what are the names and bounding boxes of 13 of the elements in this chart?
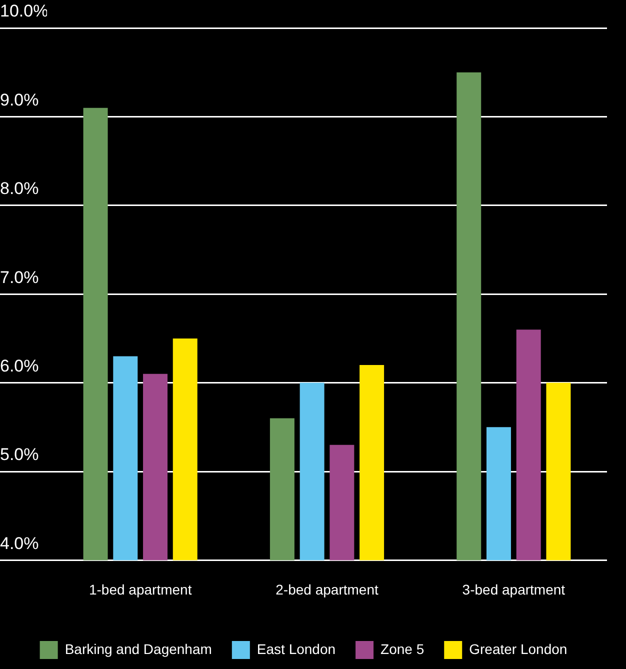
y-tick-label: 5.0% bbox=[0, 445, 39, 464]
y-tick-label: 4.0% bbox=[0, 534, 39, 553]
y-tick-label: 8.0% bbox=[0, 179, 39, 198]
y-tick-label: 9.0% bbox=[0, 90, 39, 110]
legend-label: Barking and Dagenham bbox=[64, 640, 212, 657]
x-tick-label: 1-bed apartment bbox=[88, 581, 192, 598]
legend-label: Zone 5 bbox=[380, 640, 424, 657]
x-tick-label: 2-bed apartment bbox=[276, 581, 378, 598]
legend-label: East London bbox=[256, 640, 336, 657]
y-tick-label: 7.0% bbox=[0, 268, 39, 287]
x-tick-label: 3-bed apartment bbox=[462, 581, 566, 598]
y-tick-label: 6.0% bbox=[0, 356, 39, 376]
legend-label: Greater London bbox=[469, 640, 568, 657]
